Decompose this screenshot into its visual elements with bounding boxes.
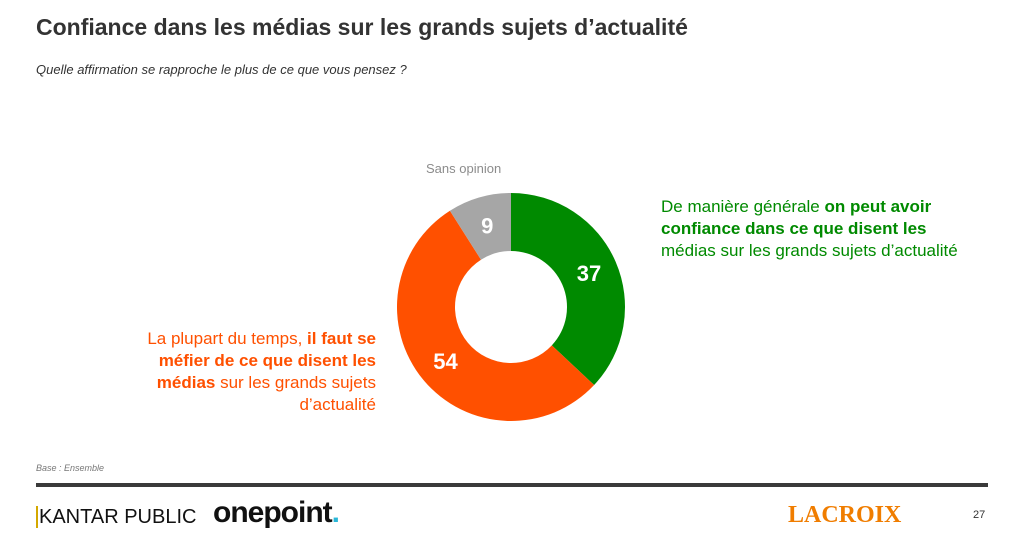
page-title: Confiance dans les médias sur les grands… [36, 14, 688, 40]
slice-sans_opinion [449, 193, 511, 260]
data-label-mefiance: 54 [433, 349, 458, 374]
label-text: médias sur les grands sujets d’actualité [661, 241, 958, 260]
slice-confiance [511, 193, 626, 386]
la-croix-logo: LACROIX [788, 502, 902, 528]
onepoint-logo: onepoint. [213, 496, 340, 530]
kantar-public-logo: KANTAR PUBLIC [36, 506, 197, 529]
data-label-sans_opinion: 9 [481, 213, 493, 238]
page-number: 27 [973, 509, 986, 521]
page-subtitle: Quelle affirmation se rapproche le plus … [36, 62, 407, 77]
logo-text: KANTAR PUBLIC [36, 506, 197, 528]
label-sans-opinion: Sans opinion [426, 161, 502, 176]
label-text: De manière générale [661, 197, 825, 216]
label-text: La plupart du temps, [147, 329, 308, 348]
logo-text: onepoint [213, 496, 333, 529]
logo-dot: . [331, 496, 340, 529]
label-bold-text: on peut avoir confiance dans ce que dise… [661, 197, 932, 238]
label-text: sur les grands sujets d’actualité [215, 373, 376, 414]
label-mefiance: La plupart du temps, il faut se méfier d… [96, 328, 376, 416]
data-label-confiance: 37 [577, 261, 601, 286]
slice-mefiance [397, 210, 595, 421]
footer-divider [36, 483, 988, 487]
base-note: Base : Ensemble [36, 463, 105, 473]
label-bold-text: il faut se méfier de ce que disent les m… [156, 329, 376, 392]
label-confiance: De manière générale on peut avoir confia… [661, 196, 961, 262]
